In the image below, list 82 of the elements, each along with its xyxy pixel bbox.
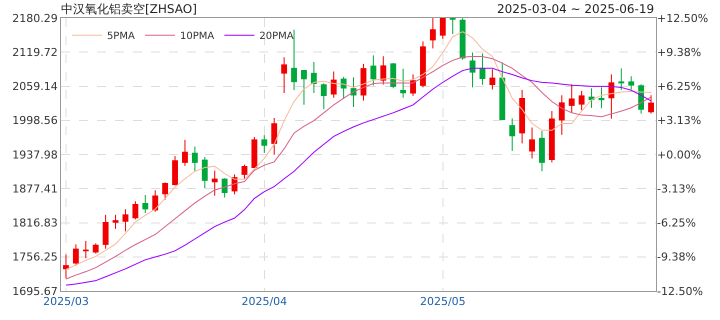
x-tick-label: 2025/03 bbox=[43, 295, 89, 308]
y2-tick-label: -9.38% bbox=[657, 250, 696, 264]
candlestick bbox=[122, 208, 128, 232]
candlestick bbox=[539, 130, 545, 172]
x-tick-label: 2025/04 bbox=[241, 295, 288, 308]
candlestick bbox=[588, 88, 594, 108]
candlestick bbox=[63, 254, 69, 279]
y2-tick-label: -6.25% bbox=[657, 216, 696, 230]
candlestick bbox=[460, 18, 466, 60]
candlestick bbox=[172, 156, 178, 186]
chart-title: 中汉氧化铝卖空[ZHSAO] bbox=[61, 2, 197, 16]
candlestick bbox=[301, 69, 307, 106]
candlestick bbox=[92, 242, 99, 254]
candlestick bbox=[281, 56, 288, 94]
y-tick-label: 1937.98 bbox=[12, 148, 58, 162]
y2-tick-label: +3.13% bbox=[657, 114, 702, 128]
candlestick bbox=[370, 54, 376, 86]
candlestick bbox=[480, 52, 486, 86]
candlestick bbox=[608, 74, 614, 120]
candlestick bbox=[320, 82, 327, 110]
y-tick-label: 2059.14 bbox=[12, 80, 58, 94]
y-tick-label: 2180.29 bbox=[12, 12, 58, 25]
candlestick bbox=[152, 190, 158, 212]
candlestick bbox=[271, 118, 278, 156]
y2-tick-label: -3.13% bbox=[657, 182, 696, 196]
y2-tick-label: -12.50% bbox=[657, 284, 703, 298]
y-tick-label: 1756.25 bbox=[12, 250, 58, 264]
candlestick bbox=[648, 94, 654, 114]
candlestick bbox=[251, 136, 258, 169]
candlestick bbox=[420, 40, 426, 88]
legend-label: 10PMA bbox=[180, 31, 214, 42]
candlestick bbox=[192, 146, 198, 172]
candlestick bbox=[202, 156, 208, 189]
candlestick bbox=[628, 76, 634, 90]
candlestick bbox=[222, 178, 228, 198]
candlestick bbox=[102, 214, 109, 250]
candlestick bbox=[529, 127, 535, 160]
candlestick bbox=[360, 63, 366, 102]
y2-tick-label: +6.25% bbox=[657, 80, 702, 94]
legend-label: 20PMA bbox=[259, 31, 294, 42]
y2-tick-label: +9.38% bbox=[657, 46, 702, 59]
candlestick bbox=[430, 18, 436, 49]
x-tick-label: 2025/05 bbox=[420, 295, 466, 308]
candlestick bbox=[242, 164, 248, 180]
candlestick bbox=[162, 182, 168, 200]
candlestick bbox=[112, 214, 118, 230]
candlestick bbox=[410, 74, 416, 96]
candlestick bbox=[212, 170, 218, 196]
candlestick bbox=[182, 139, 188, 166]
y-tick-label: 1816.83 bbox=[12, 216, 58, 230]
candlestick bbox=[261, 134, 268, 154]
candlestick bbox=[519, 89, 526, 144]
candlestick bbox=[310, 61, 317, 94]
candlestick bbox=[548, 110, 555, 163]
chart-subtitle: 2025-03-04 ~ 2025-06-19 bbox=[497, 2, 654, 16]
y2-tick-label: +0.00% bbox=[657, 148, 702, 162]
y2-tick-label: +12.50% bbox=[657, 12, 708, 25]
candlestick bbox=[568, 84, 575, 114]
y-tick-label: 1998.56 bbox=[12, 114, 58, 128]
candlestick bbox=[558, 94, 565, 136]
candlestick bbox=[142, 194, 148, 214]
candlestick bbox=[450, 18, 456, 35]
legend-label: 5PMA bbox=[106, 31, 135, 42]
candlestick bbox=[82, 240, 89, 259]
candlestick bbox=[509, 118, 516, 152]
candlestick bbox=[132, 200, 138, 220]
candlestick bbox=[400, 68, 406, 98]
candlestick bbox=[72, 244, 79, 266]
candlestick bbox=[470, 52, 476, 88]
candlestick bbox=[499, 62, 506, 120]
y-tick-label: 1695.67 bbox=[12, 284, 58, 298]
candlestick bbox=[330, 71, 337, 98]
candlestick bbox=[618, 68, 624, 90]
candlestick bbox=[440, 18, 446, 40]
candlestick bbox=[380, 56, 386, 85]
candlestick bbox=[598, 86, 604, 109]
candlestick bbox=[578, 90, 585, 111]
y-tick-label: 1877.41 bbox=[12, 182, 58, 196]
y-tick-label: 2119.72 bbox=[12, 46, 58, 59]
candlestick bbox=[350, 76, 356, 108]
candlestick bbox=[340, 76, 347, 100]
candlestick bbox=[489, 68, 496, 90]
